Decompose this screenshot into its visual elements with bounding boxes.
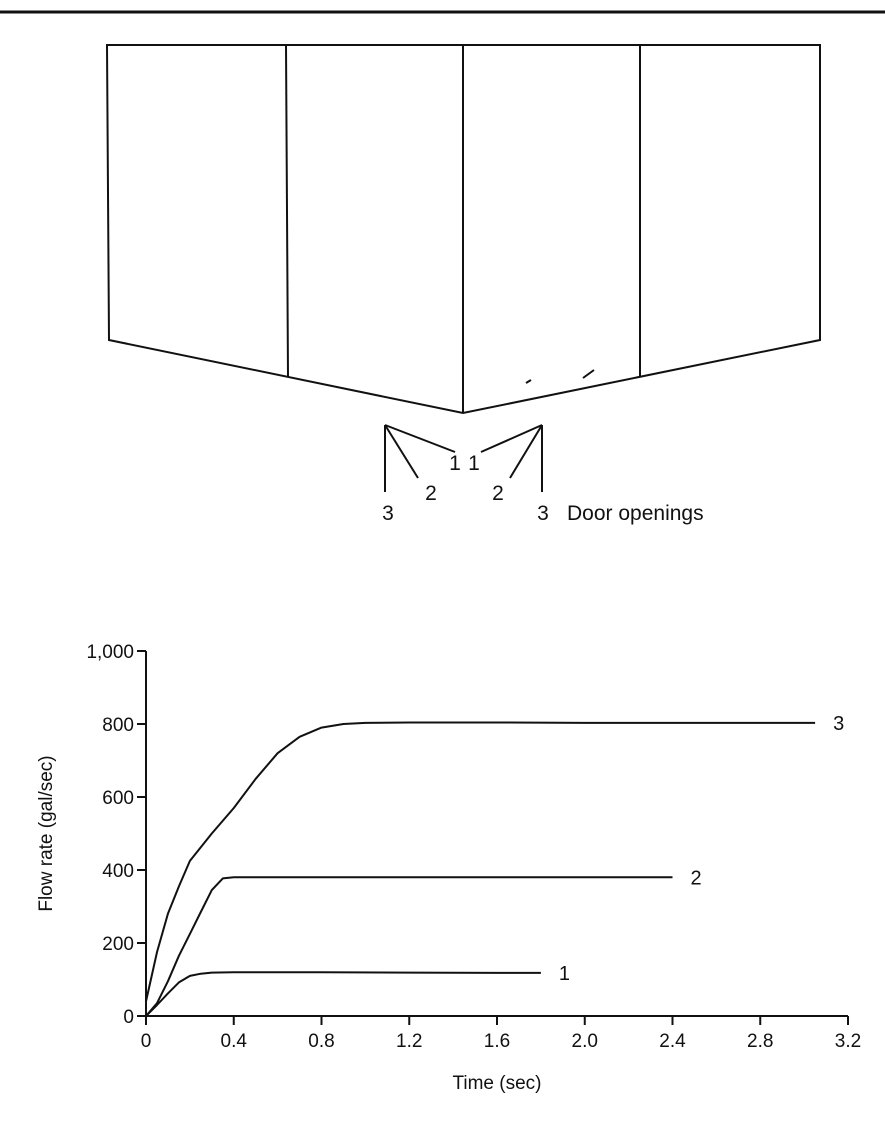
door-leaders: [384, 424, 543, 492]
x-axis-title: Time (sec): [452, 1073, 541, 1094]
series-lines: 1 2 3: [145, 713, 844, 1017]
series-line-3: [145, 721, 816, 1002]
series-label-1: 1: [559, 963, 570, 985]
x-tick-label: 2.8: [747, 1031, 773, 1052]
x-tick-label: 0: [141, 1031, 152, 1052]
series-line-2: [145, 876, 673, 1017]
series-label-3: 3: [833, 713, 844, 735]
door-label-right-1: 1: [468, 452, 480, 475]
y-tick-label: 200: [102, 934, 134, 955]
door-label-left-2: 2: [425, 482, 437, 505]
y-tick-label: 400: [102, 861, 134, 882]
x-tick-label: 0.8: [308, 1031, 334, 1052]
door-label-left-1: 1: [449, 452, 461, 475]
y-tick-label: 0: [123, 1007, 134, 1028]
y-axis-title: Flow rate (gal/sec): [36, 755, 57, 911]
wall-divider-1: [285, 44, 289, 378]
door-label-left-3: 3: [382, 502, 394, 525]
x-ticks: 0 0.4 0.8 1.2 1.6 2.0 2.4 2.8 3.2: [141, 1016, 861, 1052]
door-leader-left-2: [384, 424, 419, 479]
x-tick-label: 2.0: [572, 1031, 598, 1052]
door-labels: 3 2 1 1 2 3 Door openings: [382, 452, 703, 525]
wall-diagram: [105, 44, 821, 415]
y-tick-label: 800: [102, 715, 134, 736]
series-label-2: 2: [691, 867, 702, 889]
door-leader-right-2: [509, 424, 543, 479]
door-leader-left-1: [384, 424, 456, 453]
wall-mark-1: [525, 379, 532, 384]
y-tick-label: 600: [102, 788, 134, 809]
door-leader-right-1: [480, 424, 543, 453]
door-label-right-3: 3: [537, 502, 549, 525]
y-ticks: 0 200 400 600 800 1,000: [86, 642, 146, 1028]
x-tick-label: 0.4: [221, 1031, 248, 1052]
series-line-1: [145, 971, 541, 1017]
x-tick-label: 2.4: [659, 1031, 686, 1052]
flow-rate-chart: 0 0.4 0.8 1.2 1.6 2.0 2.4 2.8 3.2 0 200 400 600 800 1…: [36, 642, 861, 1094]
door-label-right-2: 2: [492, 482, 504, 505]
x-tick-label: 1.6: [484, 1031, 510, 1052]
x-tick-label: 3.2: [835, 1031, 861, 1052]
wall-mark-2: [582, 369, 595, 379]
door-openings-caption: Door openings: [567, 502, 704, 525]
y-tick-label: 1,000: [86, 642, 134, 663]
x-tick-label: 1.2: [396, 1031, 422, 1052]
wall-outline: [105, 44, 821, 415]
